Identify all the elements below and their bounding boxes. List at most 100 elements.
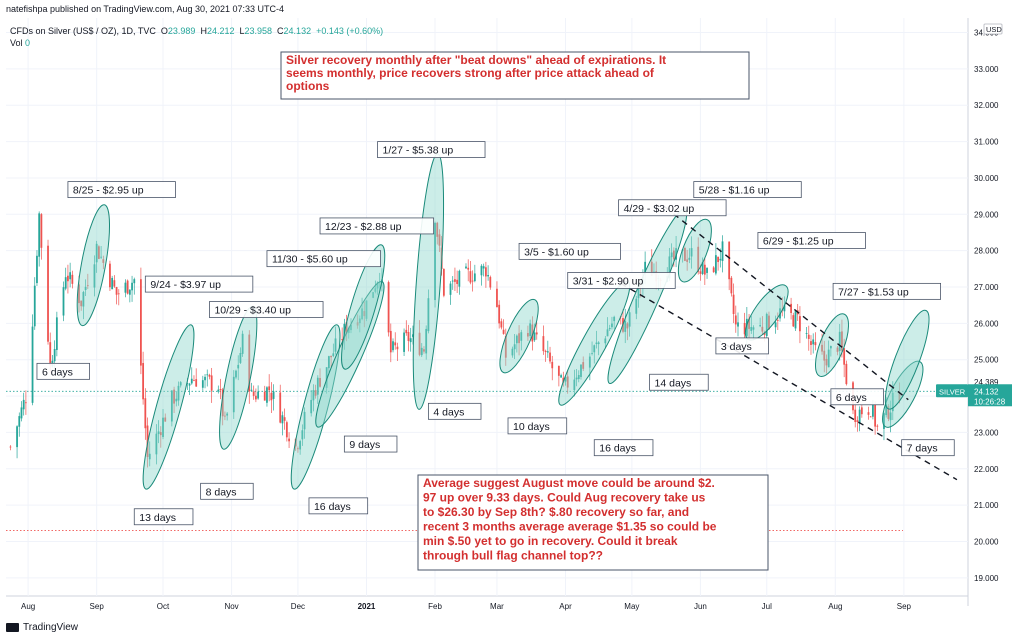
candle-body <box>206 374 209 376</box>
annotation-label: 16 days <box>314 501 351 513</box>
note-line: through bull flag channel top?? <box>423 549 603 563</box>
volume-row: Vol 0 <box>10 38 31 48</box>
candle-body <box>595 342 598 345</box>
candle-body <box>208 374 211 377</box>
candle-body <box>898 392 901 401</box>
legend-row: CFDs on Silver (US$ / OZ), 1D, TVC O23.9… <box>10 26 384 36</box>
annotation-box <box>266 250 381 268</box>
candle-body <box>805 333 808 334</box>
candle-body <box>312 390 315 401</box>
time-tick-label: Sep <box>897 602 912 611</box>
low-value: 23.958 <box>244 26 273 36</box>
candle-body <box>799 316 801 332</box>
candle-body <box>310 399 313 414</box>
candle-body <box>221 389 224 417</box>
candle-body <box>347 327 350 333</box>
annotation-label: 13 days <box>139 512 176 524</box>
candle-body <box>613 316 616 322</box>
time-tick-label: Aug <box>828 602 842 611</box>
candle-body <box>288 438 290 442</box>
candle-body <box>252 391 255 396</box>
candle-body <box>285 422 288 438</box>
candle-body <box>9 446 12 448</box>
time-tick-label: Jul <box>762 602 772 611</box>
candle-body <box>790 303 792 314</box>
candle-body <box>363 311 366 317</box>
note-box <box>280 51 750 100</box>
tradingview-logo[interactable]: TradingView <box>6 622 78 633</box>
annotation-box <box>518 242 621 260</box>
annotation-label: 7/27 - $1.53 up <box>838 286 909 298</box>
candle-body <box>188 383 191 386</box>
annotation-box <box>832 282 941 300</box>
note-line: min $.50 yet to go in recovery. Could it… <box>423 534 678 548</box>
candle-body <box>730 277 733 294</box>
candle-body <box>407 332 410 341</box>
recovery-ellipse <box>290 324 341 490</box>
channel-line <box>664 206 909 401</box>
candle-body <box>885 404 888 416</box>
candle-body <box>248 334 251 392</box>
candle-body <box>372 292 375 298</box>
candle-body <box>604 338 607 344</box>
candle-body <box>427 298 430 332</box>
note-box <box>417 474 769 571</box>
annotation-box <box>830 388 884 406</box>
candle-body <box>823 350 826 361</box>
annotation-label: 10/29 - $3.40 up <box>214 305 291 317</box>
candle-body <box>670 252 673 258</box>
candle-body <box>159 432 162 436</box>
candle-body <box>699 271 702 274</box>
candle-body <box>436 222 439 237</box>
candle-body <box>97 246 100 259</box>
recovery-ellipse <box>341 244 386 370</box>
candle-body <box>860 407 863 415</box>
candle-body <box>597 342 600 345</box>
candle-body <box>33 285 36 327</box>
candle-body <box>761 326 764 332</box>
candle-body <box>109 263 111 288</box>
candle-body <box>544 350 547 352</box>
annotation-box <box>427 402 482 420</box>
candle-body <box>458 270 461 287</box>
candle-body <box>102 259 105 263</box>
annotation-label: 8 days <box>206 486 237 498</box>
candle-body <box>719 258 722 261</box>
annotation-label: 5/28 - $1.16 up <box>699 185 770 197</box>
candle-body <box>237 364 240 369</box>
candle-body <box>566 376 569 388</box>
candle-body <box>36 255 38 284</box>
annotation-label: 10 days <box>513 421 550 433</box>
candle-body <box>451 280 454 282</box>
candle-body <box>454 279 456 282</box>
candle-body <box>701 262 704 275</box>
candle-body <box>434 222 436 301</box>
candle-body <box>69 272 72 280</box>
recovery-ellipse <box>499 298 539 374</box>
annotation-label: 9/24 - $3.97 up <box>150 279 221 291</box>
candle-body <box>170 390 173 422</box>
annotation-label: 16 days <box>599 443 636 455</box>
candle-body <box>577 375 580 380</box>
candle-body <box>376 282 379 289</box>
candle-body <box>887 406 890 419</box>
note-line: 97 up over 9.33 days. Could Aug recovery… <box>423 491 706 505</box>
candle-body <box>325 367 328 388</box>
candle-body <box>111 277 114 290</box>
candle-body <box>734 315 737 325</box>
annotation-box <box>693 181 802 198</box>
candle-body <box>527 333 529 337</box>
candle-body <box>697 246 700 272</box>
price-tick-label: 26.000 <box>974 319 999 328</box>
candle-body <box>748 318 750 329</box>
candle-body <box>449 283 452 295</box>
price-tick-label: 27.000 <box>974 283 999 292</box>
candle-body <box>394 342 397 346</box>
candle-body <box>520 332 523 341</box>
candle-body <box>144 398 147 429</box>
annotation-box <box>757 232 866 249</box>
candle-body <box>763 332 766 335</box>
candle-body <box>500 321 503 328</box>
currency-button[interactable] <box>983 23 1003 35</box>
candle-body <box>765 313 768 336</box>
